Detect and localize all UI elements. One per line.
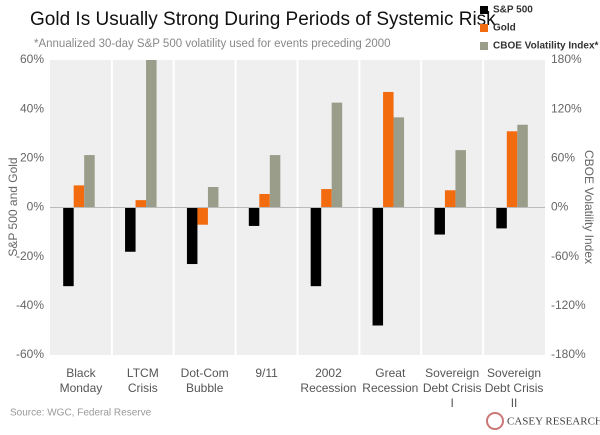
bar — [197, 207, 208, 225]
y-tick-label: 40% — [20, 101, 44, 115]
legend-swatch — [480, 6, 488, 14]
y-tick-label: -40% — [16, 298, 44, 312]
y2-tick-label: 0% — [551, 200, 569, 214]
x-tick-label: Monday — [60, 381, 103, 395]
legend-swatch — [480, 24, 488, 32]
x-tick-label: Dot-Com — [181, 366, 229, 380]
x-tick-label: Debt Crisis — [423, 381, 482, 395]
x-tick-label: Recession — [300, 381, 356, 395]
y-tick-label: 0% — [27, 200, 45, 214]
legend-swatch — [480, 42, 488, 50]
bar — [269, 155, 281, 208]
x-tick-label: I — [451, 396, 454, 410]
bar — [506, 131, 518, 208]
bar — [321, 189, 332, 208]
y-tick-label: 20% — [20, 151, 44, 165]
y2-tick-label: 120% — [551, 101, 582, 115]
bar — [259, 193, 270, 208]
logo-icon — [486, 412, 504, 430]
bar — [383, 91, 394, 208]
bar — [455, 150, 466, 208]
y2-tick-label: -60% — [551, 249, 579, 263]
x-tick-label: 9/11 — [255, 366, 278, 380]
bar — [496, 207, 507, 229]
source: Source: WGC, Federal Reserve — [10, 408, 152, 419]
legend-label: CBOE Volatility Index* — [493, 41, 598, 52]
bar — [63, 207, 74, 287]
bar — [135, 200, 147, 208]
bar — [444, 190, 456, 208]
bar — [207, 187, 219, 208]
y2-tick-label: 60% — [551, 151, 575, 165]
chart-subtitle: *Annualized 30-day S&P 500 volatility us… — [34, 38, 391, 50]
logo: CASEY RESEARCH — [507, 416, 600, 428]
y-axis-title: S&P 500 and Gold — [6, 157, 20, 256]
bar — [393, 117, 405, 208]
y-tick-label: -60% — [16, 347, 44, 361]
bar — [84, 155, 95, 208]
bar — [73, 185, 85, 208]
y-tick-label: -20% — [16, 249, 44, 263]
y2-axis-title: CBOE Volatility Index — [582, 150, 596, 264]
bar — [125, 207, 136, 252]
bar — [372, 207, 384, 326]
x-tick-label: II — [511, 396, 518, 410]
x-tick-label: Recession — [362, 381, 418, 395]
y2-tick-label: 180% — [551, 52, 582, 66]
legend-label: S&P 500 — [493, 5, 533, 16]
x-tick-label: LTCM — [127, 366, 159, 380]
bar — [248, 207, 260, 226]
x-tick-label: Bubble — [186, 381, 224, 395]
bar — [517, 124, 528, 208]
chart-title: Gold Is Usually Strong During Periods of… — [30, 9, 496, 30]
x-tick-label: Crisis — [128, 381, 158, 395]
y-tick-label: 60% — [20, 52, 44, 66]
x-tick-label: Black — [66, 366, 96, 380]
y2-tick-label: -180% — [551, 347, 586, 361]
x-tick-label: Sovereign — [425, 366, 479, 380]
x-tick-label: 2002 — [315, 366, 342, 380]
x-tick-label: Great — [375, 366, 406, 380]
bar — [331, 102, 343, 208]
legend-label: Gold — [493, 23, 516, 34]
bar — [146, 60, 157, 208]
bar — [434, 207, 445, 235]
bar — [186, 207, 198, 265]
y2-tick-label: -120% — [551, 298, 586, 312]
x-tick-label: Debt Crisis — [485, 381, 544, 395]
x-tick-label: Sovereign — [487, 366, 541, 380]
bar — [310, 207, 322, 287]
